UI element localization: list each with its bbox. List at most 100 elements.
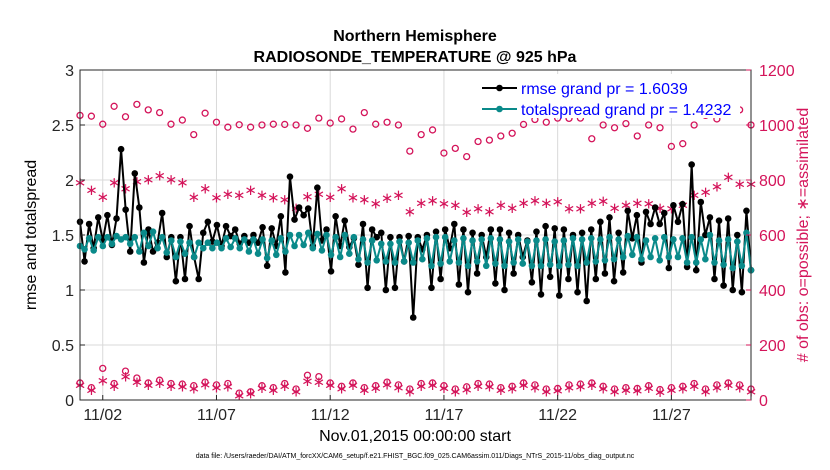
obs_assimilated_low-marker: ∗ — [620, 381, 633, 399]
obs_possible-marker — [610, 124, 619, 132]
totalspread-point — [492, 260, 499, 267]
rmse-point — [565, 275, 572, 283]
rmse-point — [610, 277, 618, 285]
obs_possible_low-marker — [610, 385, 619, 393]
totalspread-point — [738, 262, 746, 270]
totalspread-point — [656, 257, 664, 264]
obs_possible-marker — [599, 121, 607, 129]
obs_possible-marker — [258, 121, 266, 129]
rmse-point — [592, 275, 600, 283]
totalspread-point — [81, 246, 88, 253]
obs_assimilated_low-marker: ∗ — [131, 373, 144, 391]
totalspread-point — [336, 253, 344, 261]
totalspread-point — [90, 247, 97, 254]
obs_assimilated_low-marker: ∗ — [199, 376, 212, 394]
obs_possible_low-marker — [269, 383, 277, 392]
obs_possible_low-marker — [417, 379, 425, 388]
rmse-point — [724, 215, 732, 222]
rmse-point — [259, 224, 266, 231]
totalspread-point — [154, 244, 161, 252]
rmse-point — [195, 275, 202, 283]
obs_possible_low-marker — [235, 389, 243, 397]
obs_possible_low-marker — [713, 381, 721, 389]
obs_assimilated_low-marker: ∗ — [654, 383, 667, 401]
y2-tick-label: 400 — [759, 283, 786, 300]
totalspread-point — [578, 236, 586, 243]
obs_assimilated-marker: ∗ — [108, 173, 121, 191]
legend-rmse-label: rmse grand pr = 1.6039 — [521, 81, 688, 98]
totalspread-point — [537, 262, 545, 270]
totalspread-point — [286, 231, 294, 239]
totalspread-point — [720, 261, 727, 269]
obs_possible-marker — [224, 123, 232, 131]
totalspread-point — [560, 237, 568, 244]
obs_assimilated_low-marker: ∗ — [210, 378, 223, 396]
obs_assimilated_low-marker: ∗ — [335, 380, 348, 398]
rmse-point — [282, 269, 289, 276]
totalspread-point — [140, 229, 148, 237]
obs_possible-marker — [474, 137, 482, 146]
rmse-point — [510, 270, 517, 277]
obs_possible_low-marker — [349, 379, 357, 387]
totalspread-point — [478, 236, 485, 243]
totalspread-point — [692, 259, 700, 266]
obs_possible-marker — [428, 126, 437, 134]
totalspread-point — [186, 239, 193, 246]
obs_possible-marker — [110, 102, 118, 110]
rmse-point — [428, 284, 435, 292]
rmse-point — [501, 286, 508, 294]
y-tick-label: 3 — [65, 63, 74, 80]
obs_possible-marker — [519, 120, 528, 129]
totalspread-point — [615, 236, 622, 243]
obs_possible-marker — [212, 118, 221, 126]
obs_possible-marker — [542, 118, 550, 126]
totalspread-point — [473, 258, 481, 265]
obs_possible_low-marker — [292, 385, 300, 393]
obs_assimilated-marker: ∗ — [472, 200, 485, 218]
totalspread-point — [702, 255, 709, 263]
totalspread-point — [209, 244, 216, 252]
totalspread-point — [314, 230, 321, 238]
obs_assimilated-marker: ∗ — [563, 200, 576, 218]
rmse-point — [391, 284, 399, 292]
rmse-point — [432, 228, 440, 235]
obs_assimilated_low-marker: ∗ — [324, 376, 337, 394]
obs_possible-marker — [269, 120, 277, 128]
rmse-point — [85, 220, 93, 228]
rmse-point — [674, 218, 682, 226]
totalspread-point — [711, 259, 718, 266]
rmse-point — [660, 209, 668, 217]
obs_assimilated-marker: ∗ — [210, 189, 223, 207]
obs_possible-marker — [440, 149, 448, 157]
totalspread-point — [236, 244, 244, 252]
obs_assimilated_low-marker: ∗ — [472, 377, 485, 395]
obs_assimilated-marker: ∗ — [699, 183, 712, 201]
legend-spread-label: totalspread grand pr = 1.4232 — [521, 102, 731, 119]
obs_assimilated_low-marker: ∗ — [438, 379, 451, 397]
rmse-point — [213, 221, 221, 229]
obs_assimilated_low-marker: ∗ — [165, 377, 178, 395]
obs_possible-marker — [667, 142, 676, 151]
rmse-point — [473, 270, 481, 277]
obs_assimilated_low-marker: ∗ — [608, 382, 621, 400]
rmse-point — [136, 204, 143, 211]
totalspread-point — [688, 233, 695, 241]
rmse-point — [601, 270, 609, 277]
obs_possible-marker — [133, 100, 141, 109]
obs_assimilated-marker: ∗ — [460, 203, 473, 221]
obs_assimilated_low-marker: ∗ — [244, 384, 257, 402]
obs_assimilated_low-marker: ∗ — [404, 382, 417, 400]
obs_assimilated-marker: ∗ — [187, 188, 200, 206]
obs_assimilated-marker: ∗ — [733, 175, 746, 193]
totalspread-point — [99, 242, 107, 250]
rmse-point — [277, 213, 285, 220]
totalspread-point — [172, 253, 180, 261]
obs_assimilated_low-marker: ∗ — [449, 382, 462, 400]
obs_assimilated_low-marker: ∗ — [688, 377, 701, 395]
obs_assimilated-marker: ∗ — [392, 186, 405, 204]
obs_possible_low-marker — [542, 385, 550, 393]
obs_possible-marker — [235, 121, 243, 129]
totalspread-point — [587, 235, 595, 242]
chart-subtitle: RADIOSONDE_TEMPERATURE @ 925 hPa — [254, 49, 577, 66]
obs_possible_low-marker — [224, 379, 232, 388]
